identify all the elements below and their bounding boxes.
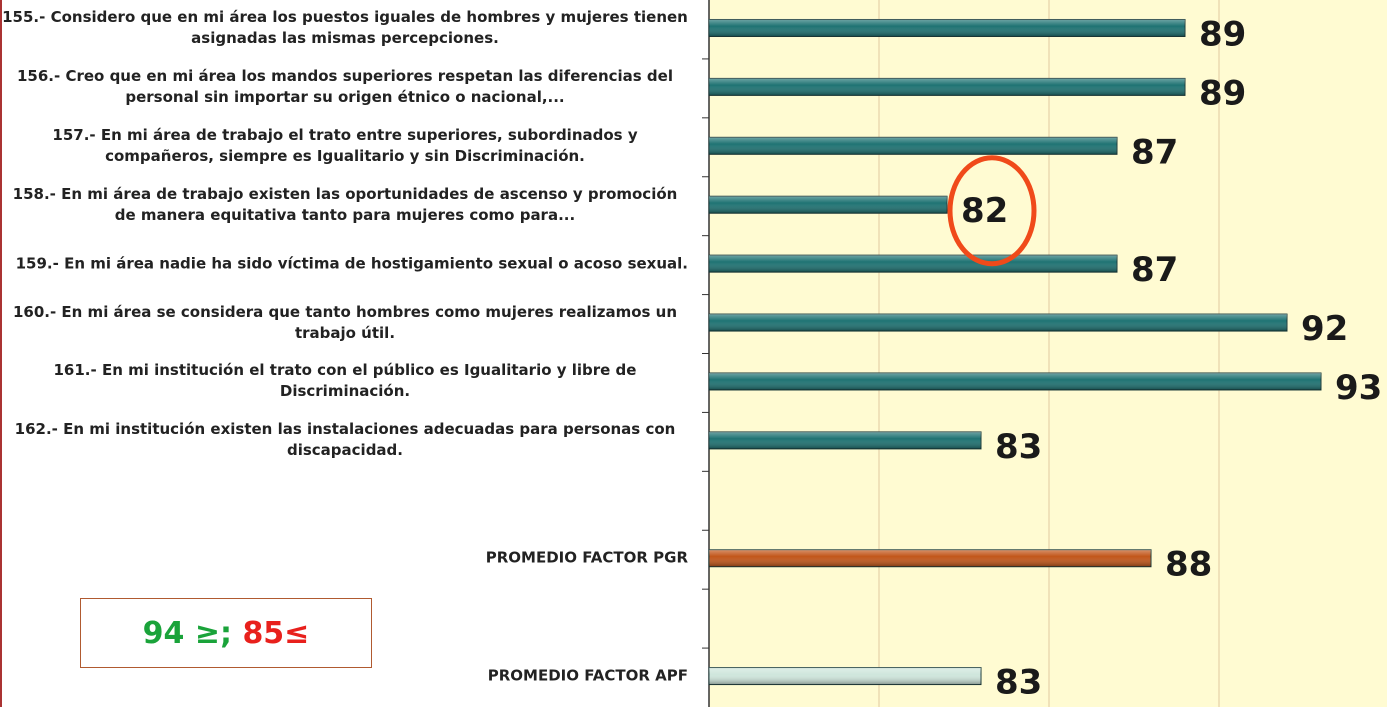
category-text: 161.- En mi institución el trato con el … — [53, 361, 637, 401]
threshold-high: 94 ≥; — [142, 615, 232, 651]
value-label: 92 — [1301, 309, 1348, 349]
bar-shade — [709, 78, 1185, 96]
value-label: 88 — [1165, 545, 1212, 585]
category-label: 161.- En mi institución el trato con el … — [2, 360, 688, 402]
value-label: 82 — [961, 191, 1008, 231]
threshold-low: 85≤ — [242, 615, 310, 651]
bar-shade — [709, 549, 1151, 567]
category-label: 157.- En mi área de trabajo el trato ent… — [2, 125, 688, 167]
value-label: 89 — [1199, 14, 1246, 54]
category-text: PROMEDIO FACTOR APF — [487, 666, 688, 685]
value-label: 89 — [1199, 73, 1246, 113]
highlight-circle — [947, 155, 1037, 267]
category-text: 158.- En mi área de trabajo existen las … — [12, 184, 678, 224]
bar-shade — [709, 372, 1321, 390]
category-label: 160.- En mi área se considera que tanto … — [2, 302, 688, 344]
category-text: 155.- Considero que en mi área los puest… — [2, 7, 688, 47]
bar-shade — [709, 196, 947, 214]
category-text: 162.- En mi institución existen las inst… — [14, 420, 676, 460]
category-label: 155.- Considero que en mi área los puest… — [2, 7, 688, 49]
plot-area — [709, 0, 1387, 707]
bar-shade — [709, 667, 981, 685]
value-label: 87 — [1131, 250, 1178, 290]
category-label: 156.- Creo que en mi área los mandos sup… — [2, 66, 688, 108]
category-text: 159.- En mi área nadie ha sido víctima d… — [15, 254, 688, 273]
category-text: 156.- Creo que en mi área los mandos sup… — [17, 66, 673, 106]
value-label: 87 — [1131, 132, 1178, 172]
bar-shade — [709, 19, 1185, 37]
category-text: 160.- En mi área se considera que tanto … — [12, 302, 678, 342]
bar-shade — [709, 255, 1117, 273]
category-text: 157.- En mi área de trabajo el trato ent… — [52, 125, 638, 165]
category-label: 158.- En mi área de trabajo existen las … — [2, 184, 688, 226]
threshold-box: 94 ≥; 85≤ — [80, 598, 372, 668]
category-label: 162.- En mi institución existen las inst… — [2, 419, 688, 461]
category-text: PROMEDIO FACTOR PGR — [485, 548, 688, 567]
value-label: 93 — [1335, 368, 1382, 408]
value-label: 83 — [995, 663, 1042, 703]
bar-shade — [709, 137, 1117, 155]
category-label: PROMEDIO FACTOR APF — [488, 666, 688, 687]
category-label: PROMEDIO FACTOR PGR — [486, 548, 688, 569]
bar-shade — [709, 314, 1287, 332]
bar-shade — [709, 431, 981, 449]
category-label: 159.- En mi área nadie ha sido víctima d… — [16, 253, 688, 274]
value-label: 83 — [995, 427, 1042, 467]
